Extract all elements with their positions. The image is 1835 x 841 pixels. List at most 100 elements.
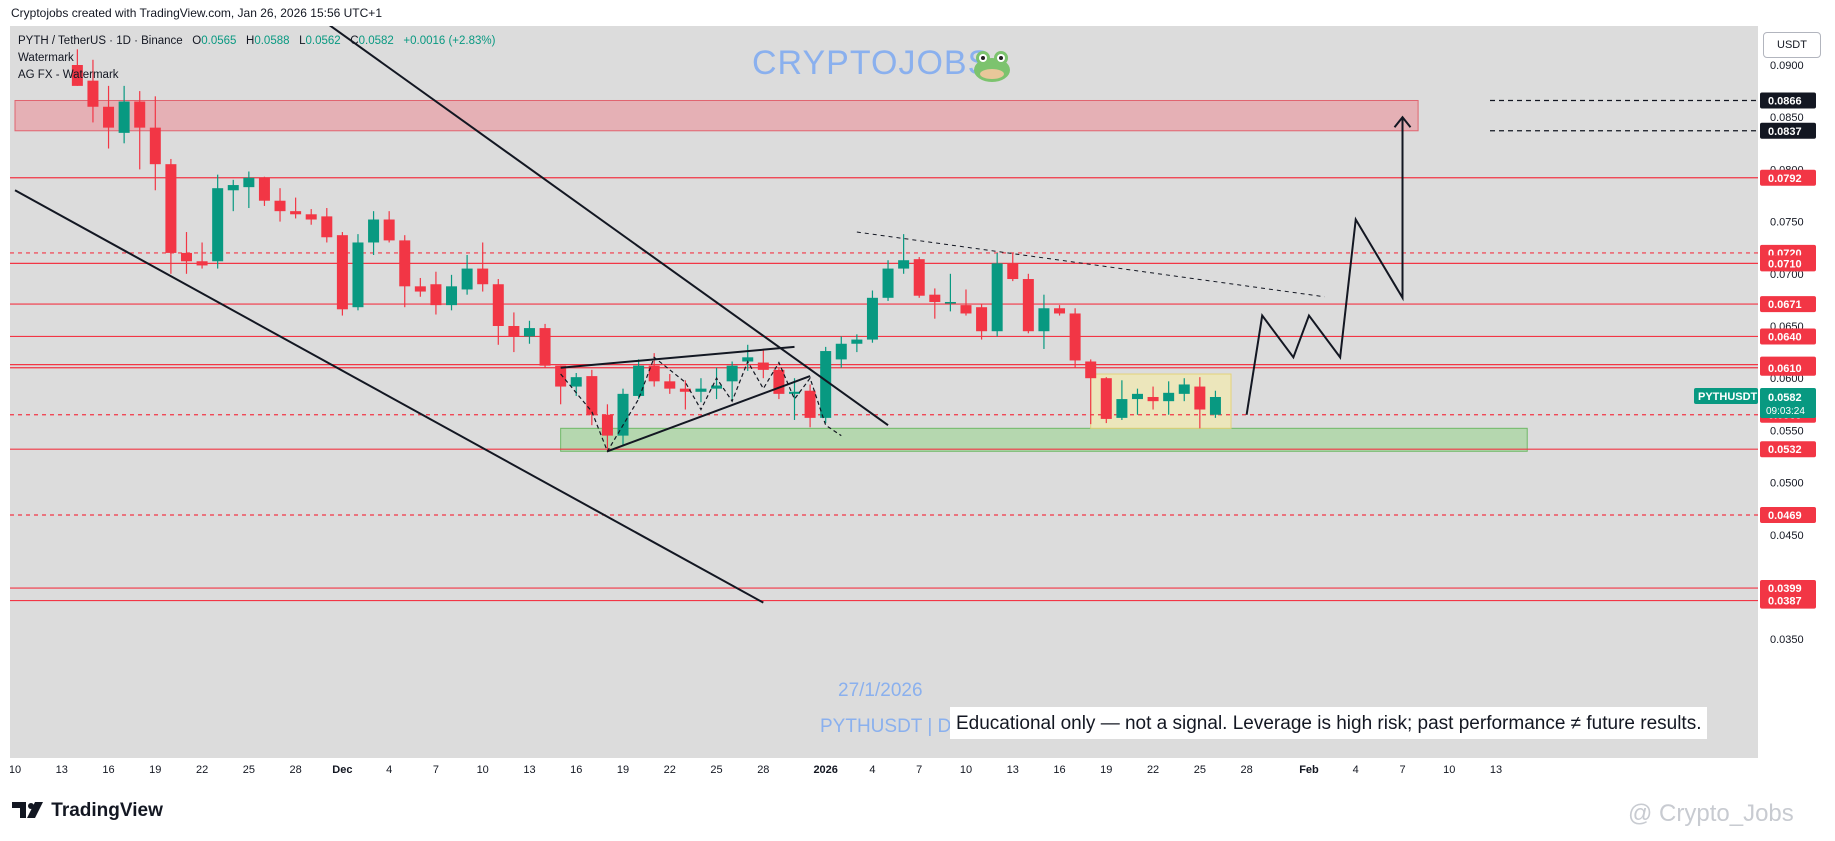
legend-indicator-watermark[interactable]: Watermark bbox=[18, 52, 74, 64]
candle-body bbox=[1022, 279, 1034, 332]
candle-body bbox=[1194, 386, 1206, 410]
candle-body bbox=[212, 188, 224, 262]
legend-indicator-agfx[interactable]: AG FX - Watermark bbox=[18, 69, 119, 81]
price-axis[interactable]: 0.09000.08500.08000.07500.07000.06500.06… bbox=[1758, 26, 1820, 758]
level-tag-label: 0.0469 bbox=[1768, 510, 1802, 522]
time-axis-canvas: 10 13 16 19 22 25 28 Dec 4 7 10 13 16 19 22 25 28 2026 4 7 1… bbox=[10, 764, 1502, 776]
candle-body bbox=[290, 211, 302, 215]
time-tick-label: 10 bbox=[10, 764, 21, 776]
time-tick-label: 10 bbox=[1443, 764, 1455, 776]
candle-body bbox=[196, 261, 208, 266]
time-tick-label: 22 bbox=[1147, 764, 1159, 776]
time-tick-label: 19 bbox=[149, 764, 161, 776]
level-tag-label: 0.0837 bbox=[1768, 126, 1802, 138]
time-tick-label: 13 bbox=[1490, 764, 1502, 776]
candle-body bbox=[804, 390, 816, 418]
projection-path bbox=[1245, 117, 1404, 415]
symbol-tag bbox=[1694, 387, 1758, 404]
candle-body bbox=[383, 219, 395, 241]
legend-symbol[interactable]: PYTH / TetherUS · 1D · Binance bbox=[18, 35, 183, 47]
candle-body bbox=[726, 365, 738, 382]
time-tick-label: 25 bbox=[243, 764, 255, 776]
level-tag-label: 0.0640 bbox=[1768, 331, 1802, 343]
candle-body bbox=[820, 351, 832, 418]
candle-body bbox=[664, 381, 676, 389]
level-tag bbox=[1760, 255, 1816, 272]
candle-body bbox=[898, 260, 910, 269]
candle-body bbox=[87, 80, 99, 107]
current-price-label: 0.0582 bbox=[1768, 392, 1802, 404]
countdown-label: 09:03:24 bbox=[1766, 406, 1805, 417]
price-tick-label: 0.0750 bbox=[1770, 217, 1804, 229]
price-tick-label: 0.0500 bbox=[1770, 478, 1804, 490]
legend-close-label: C bbox=[350, 35, 359, 47]
time-tick-label: 2026 bbox=[813, 764, 837, 776]
supply-zone bbox=[14, 99, 1419, 132]
candle-body bbox=[1007, 263, 1019, 280]
candle-body bbox=[149, 127, 161, 165]
candle-body bbox=[789, 391, 800, 394]
time-axis[interactable]: 10 13 16 19 22 25 28 Dec 4 7 10 13 16 19 22 25 28 2026 4 7 1… bbox=[10, 758, 1758, 780]
level-tag bbox=[1760, 92, 1816, 109]
legend-open-label: O bbox=[192, 35, 202, 47]
time-tick-label: 7 bbox=[916, 764, 922, 776]
candle-body bbox=[180, 252, 192, 262]
chart-canvas[interactable]: PYTHUSDT bbox=[10, 26, 1758, 758]
author-credit: @ Crypto_Jobs bbox=[1628, 800, 1794, 827]
candle-body bbox=[617, 393, 629, 436]
time-tick-label: 28 bbox=[757, 764, 769, 776]
candle-body bbox=[1054, 308, 1066, 314]
candle-body bbox=[991, 263, 1003, 332]
level-tag bbox=[1760, 592, 1816, 609]
time-tick-label: 16 bbox=[570, 764, 582, 776]
time-tick-label: 13 bbox=[1007, 764, 1019, 776]
candle-body bbox=[601, 414, 613, 436]
level-tag bbox=[1760, 169, 1816, 186]
time-tick-label: 4 bbox=[1353, 764, 1359, 776]
trendline bbox=[856, 231, 1325, 298]
projection-arrow bbox=[1393, 115, 1412, 128]
symbol-tag-label: PYTHUSDT bbox=[1698, 391, 1758, 403]
candle-body bbox=[352, 242, 364, 308]
level-tag bbox=[1760, 441, 1816, 458]
time-tick-label: 10 bbox=[960, 764, 972, 776]
level-tag-label: 0.0610 bbox=[1768, 363, 1802, 375]
candle-body bbox=[523, 328, 535, 337]
time-tick-label: 13 bbox=[523, 764, 535, 776]
price-tick-label: 0.0450 bbox=[1770, 530, 1804, 542]
currency-button[interactable]: USDT bbox=[1763, 32, 1821, 58]
disclaimer-banner: Educational only — not a signal. Leverag… bbox=[950, 707, 1708, 739]
legend-high: 0.0588 bbox=[254, 35, 290, 47]
level-tag bbox=[1760, 328, 1816, 345]
candle-body bbox=[134, 101, 146, 128]
tradingview-logo[interactable]: TradingView bbox=[12, 800, 163, 822]
legend-high-label: H bbox=[246, 35, 255, 47]
level-tag-label: 0.0399 bbox=[1768, 583, 1802, 595]
candle-body bbox=[492, 284, 504, 326]
candle-body bbox=[929, 294, 941, 302]
level-tag bbox=[1760, 580, 1816, 597]
level-tag bbox=[1760, 506, 1816, 523]
level-tag bbox=[1760, 359, 1816, 376]
trendline bbox=[14, 189, 764, 604]
candle-body bbox=[944, 301, 956, 304]
candle-body bbox=[695, 388, 707, 392]
candle-body bbox=[976, 307, 988, 332]
time-tick-label: Feb bbox=[1299, 764, 1319, 776]
candle-body bbox=[1178, 384, 1190, 394]
frog-emoji-icon bbox=[974, 51, 1010, 82]
level-tag bbox=[1760, 296, 1816, 313]
candle-body bbox=[71, 65, 83, 86]
candle-body bbox=[446, 286, 458, 306]
current-price-tag bbox=[1760, 387, 1816, 418]
candle-body bbox=[274, 200, 286, 212]
time-tick-label: Dec bbox=[332, 764, 352, 776]
candle-body bbox=[539, 328, 551, 366]
candle-body bbox=[633, 365, 645, 396]
candle-body bbox=[399, 240, 411, 287]
candle-body bbox=[1100, 378, 1112, 419]
chart-area[interactable]: PYTHUSDT bbox=[10, 26, 1758, 758]
candle-body bbox=[461, 268, 473, 290]
time-tick-label: 19 bbox=[617, 764, 629, 776]
time-tick-label: 16 bbox=[1053, 764, 1065, 776]
